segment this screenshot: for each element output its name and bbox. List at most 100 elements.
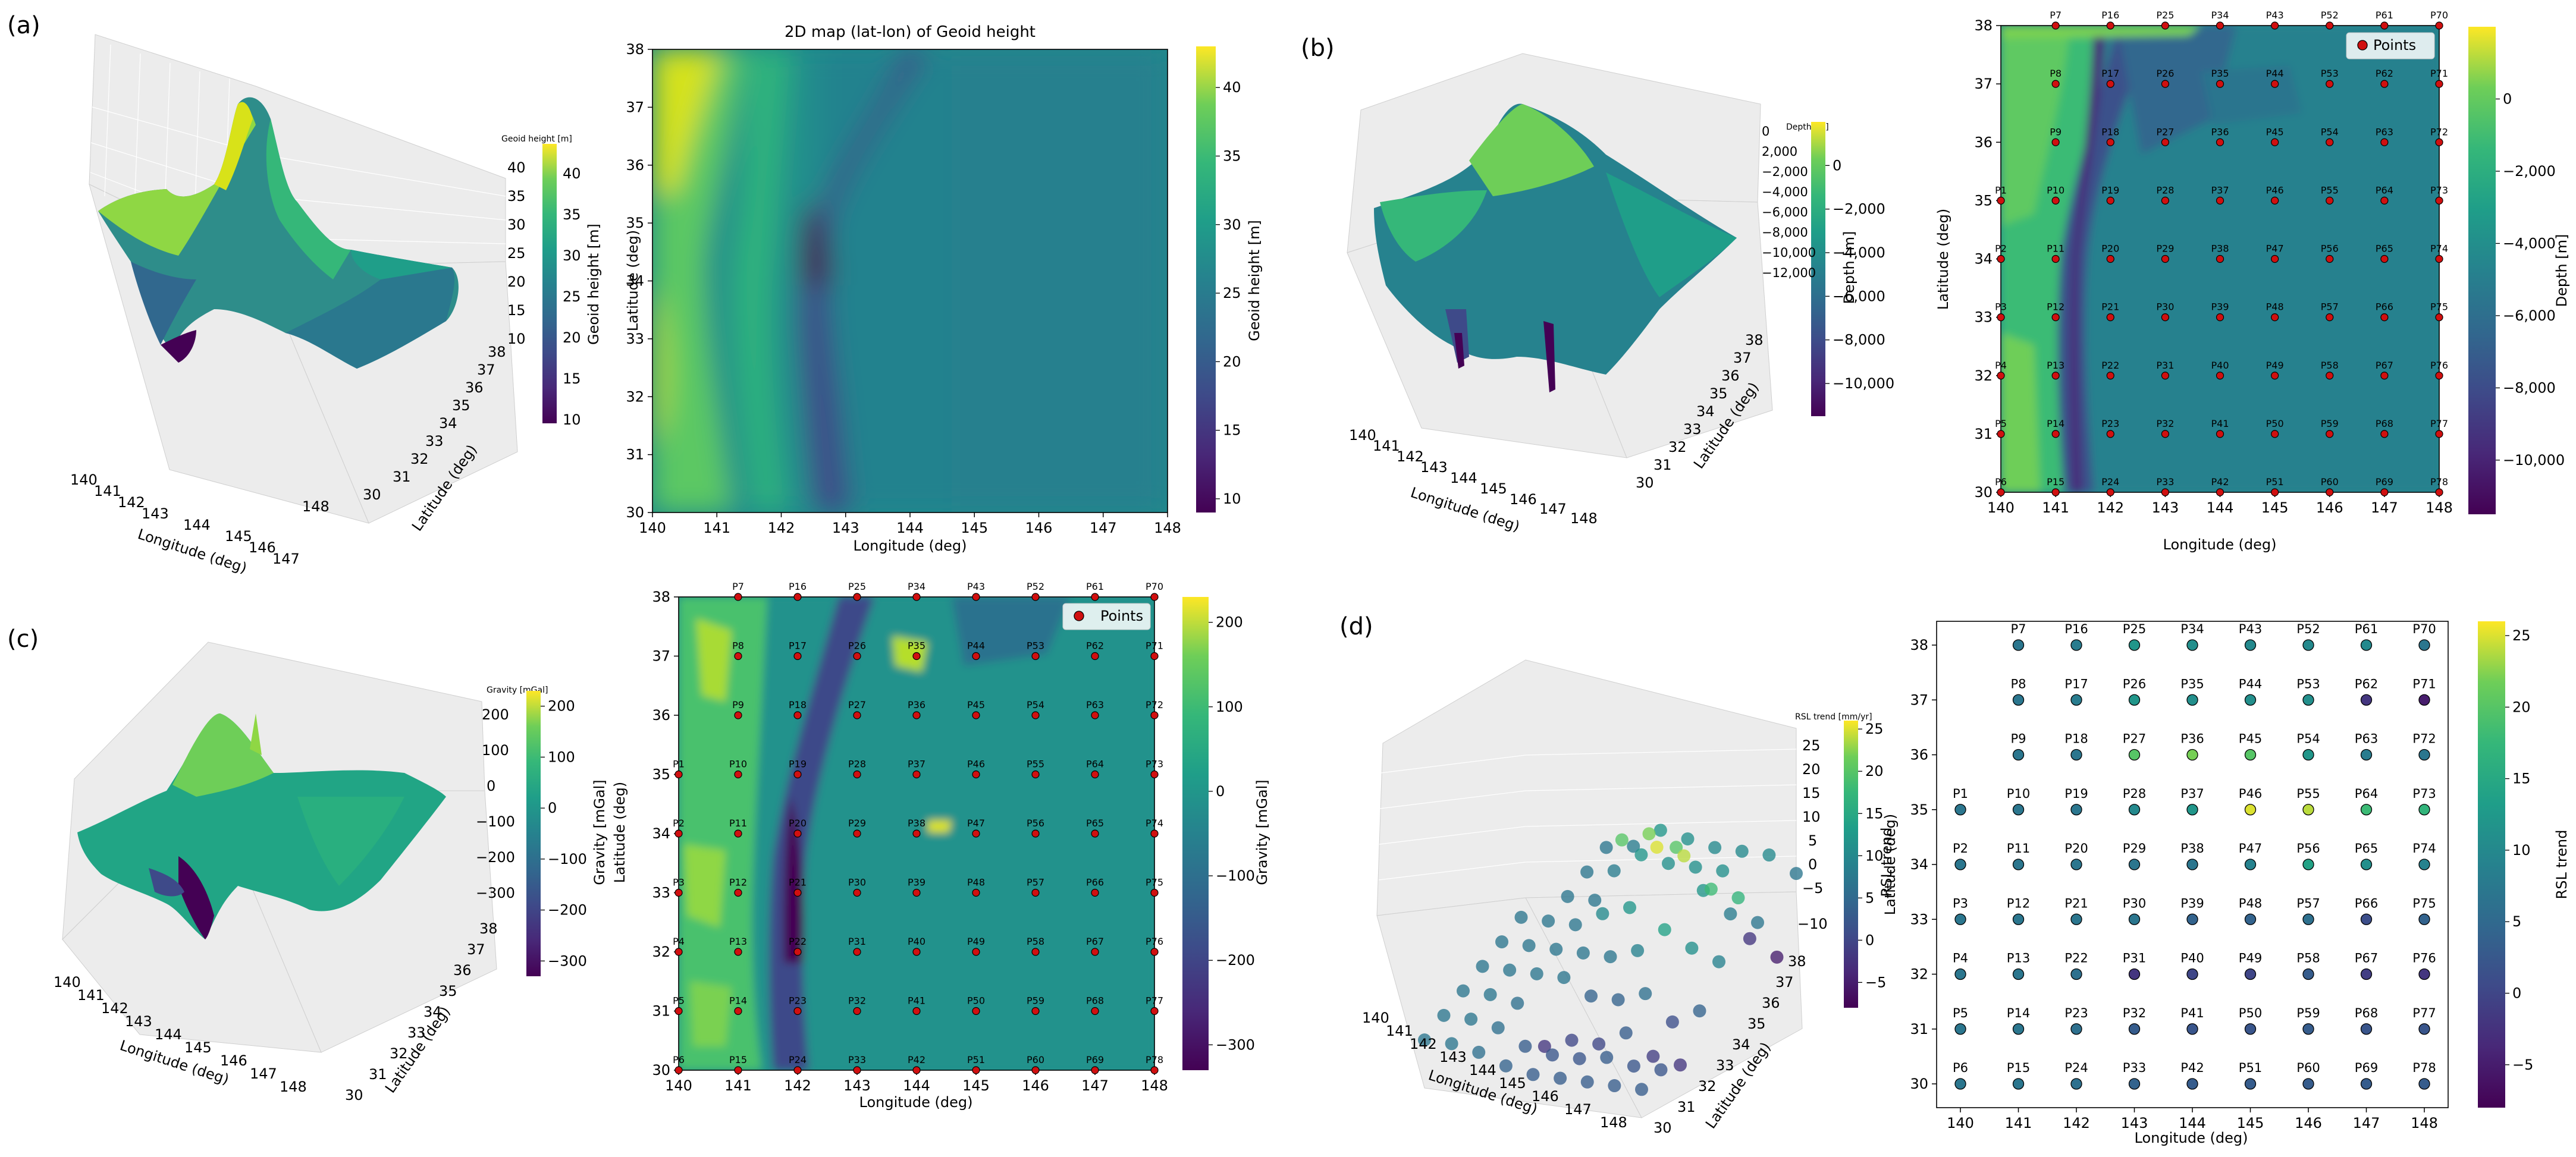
point-label: P15 — [729, 1054, 747, 1065]
point-label: P67 — [2376, 360, 2393, 371]
tick-label: 35 — [439, 983, 457, 999]
point-marker — [853, 593, 861, 601]
point-marker — [2326, 21, 2334, 30]
tick-label: 31 — [369, 1066, 387, 1083]
colorbar-tick-label: −5 — [2512, 1057, 2533, 1073]
x-tick-label: 147 — [1090, 520, 1117, 536]
point-marker — [1150, 770, 1159, 779]
geoid-3d-x-ticks: 140 141 142 143 144 145 146 147 148 — [70, 471, 330, 567]
point-label: P41 — [2211, 418, 2229, 429]
colorbar-title: RSL trend [mm/yr] — [1795, 712, 1872, 722]
y-tick-label: 30 — [626, 504, 644, 521]
scatter-point — [2070, 749, 2082, 761]
tick-label: 25 — [507, 245, 526, 262]
point-label: P9 — [2010, 732, 2026, 746]
point-label: P75 — [2430, 301, 2448, 313]
point-marker — [2326, 254, 2334, 263]
colorbar-tick-label: 100 — [1216, 699, 1243, 715]
colorbar-tick-label: 20 — [1865, 763, 1884, 779]
scatter-3d-point — [1600, 1051, 1614, 1064]
point-marker — [972, 948, 980, 956]
point-label: P67 — [1086, 936, 1104, 947]
point-marker — [1997, 254, 2005, 263]
point-marker — [2216, 21, 2224, 30]
colorbar-tick-label: 35 — [1223, 147, 1241, 164]
scatter-3d-point — [1724, 907, 1737, 921]
y-tick-label: 33 — [1974, 309, 1993, 326]
depth-3d-y-ticks: 30 31 32 33 34 35 36 37 38 — [1636, 332, 1764, 491]
point-marker — [972, 770, 980, 779]
scatter-3d-point — [1483, 988, 1497, 1001]
y-tick-label: 32 — [1910, 966, 1928, 983]
point-marker — [2216, 196, 2224, 205]
y-tick-label: 31 — [1974, 426, 1993, 442]
point-label: P22 — [2101, 360, 2119, 371]
z-tick-label: −4,000 — [1762, 185, 1808, 199]
point-label: P19 — [2101, 184, 2119, 196]
tick-label: 148 — [302, 498, 330, 515]
point-label: P20 — [2101, 243, 2119, 254]
point-label: P2 — [1995, 243, 2007, 254]
scatter-point — [2070, 1023, 2082, 1035]
x-tick-label: 144 — [2179, 1115, 2206, 1131]
point-marker — [2271, 313, 2279, 322]
tick-label: 147 — [250, 1065, 277, 1082]
point-label: P11 — [2007, 841, 2030, 856]
colorbar-label: RSL trend — [1878, 828, 1895, 897]
point-marker — [1091, 948, 1099, 956]
point-label: P18 — [789, 699, 807, 710]
point-label: P25 — [848, 581, 866, 592]
point-label: P65 — [2355, 841, 2378, 856]
y-tick-label: 36 — [1910, 747, 1928, 763]
geoid-3d-y-ticks: 30 31 32 33 34 35 36 37 38 — [363, 344, 506, 503]
point-label: P24 — [2101, 476, 2119, 488]
depth-surface — [1374, 103, 1737, 375]
point-marker — [972, 593, 980, 601]
colorbar-title: Geoid height [m] — [501, 134, 572, 144]
tick-label: 142 — [118, 494, 145, 511]
point-marker — [853, 1066, 861, 1074]
point-marker — [2380, 430, 2389, 438]
scatter-3d-point — [1751, 916, 1764, 929]
tick-label: 140 — [1349, 427, 1376, 444]
point-label: P1 — [673, 759, 685, 770]
tick-label: 36 — [1762, 995, 1780, 1011]
point-label: P3 — [1995, 301, 2007, 313]
point-label: P77 — [2412, 1006, 2436, 1020]
point-marker — [2435, 196, 2443, 205]
scatter-3d-point — [1735, 844, 1749, 858]
point-label: P68 — [2376, 418, 2393, 429]
scatter-3d-point — [1445, 1037, 1458, 1051]
tick-label: 35 — [452, 397, 470, 414]
y-tick-label: 32 — [652, 944, 670, 960]
point-marker — [1150, 948, 1159, 956]
x-tick-label: 147 — [1081, 1077, 1109, 1094]
point-label: P13 — [2007, 951, 2030, 966]
scatter-point — [2070, 913, 2082, 925]
rsl-3d-plot: 140 141 142 143 144 145 146 147 148 Long… — [1362, 659, 1895, 1136]
scatter-3d-point — [1685, 941, 1699, 955]
scatter-point — [2070, 804, 2082, 816]
point-label: P40 — [2180, 951, 2204, 966]
scatter-3d-point — [1607, 864, 1621, 878]
point-label: P74 — [2430, 243, 2448, 254]
point-label: P39 — [2180, 896, 2204, 910]
point-label: P62 — [2376, 68, 2393, 79]
point-label: P9 — [732, 699, 744, 710]
point-marker — [793, 829, 802, 838]
point-marker — [2161, 196, 2169, 205]
point-label: P25 — [2156, 10, 2174, 21]
scatter-point — [2302, 749, 2314, 761]
tick-label: 147 — [1564, 1101, 1592, 1118]
tick-label: 147 — [272, 551, 300, 567]
y-axis-label: Latitude (deg) — [625, 230, 641, 331]
tick-label: 37 — [477, 361, 495, 378]
point-label: P59 — [1027, 995, 1044, 1007]
colorbar-tick-label: −5 — [1865, 974, 1886, 991]
point-marker — [2380, 21, 2389, 30]
scatter-3d-point — [1619, 1026, 1633, 1040]
scatter-point — [2012, 804, 2025, 816]
gravity-2d-plot: Points Longitude (deg) Latitude (deg) Gr… — [611, 596, 1270, 1111]
depth-3d-x-ticks: 140 141 142 143 144 145 146 147 148 — [1349, 427, 1598, 527]
scatter-point — [2360, 1078, 2373, 1090]
